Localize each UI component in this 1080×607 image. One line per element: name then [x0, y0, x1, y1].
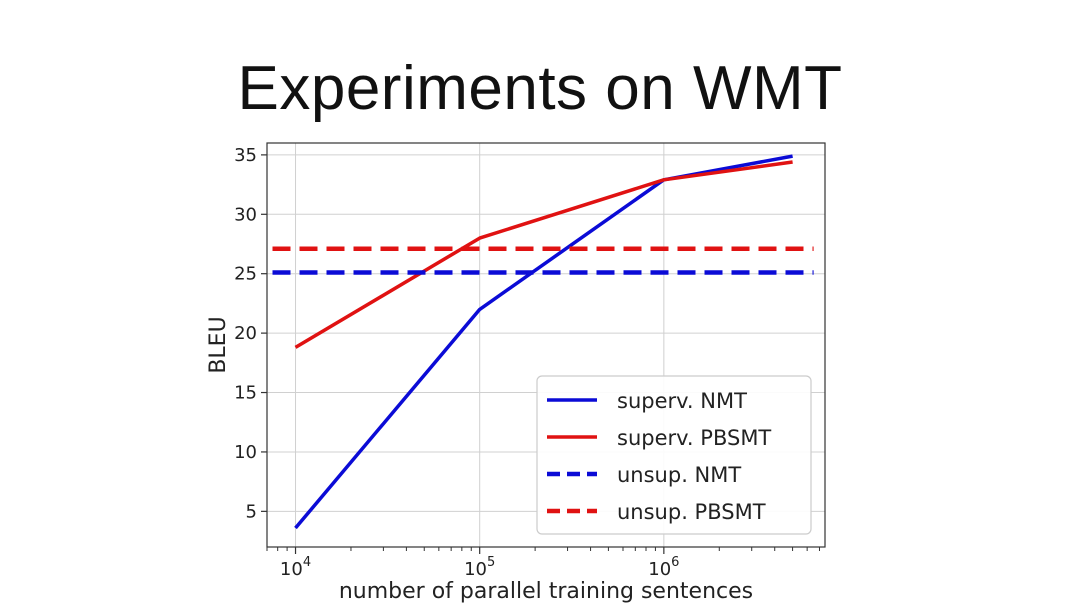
series-line-superv-nmt [294, 154, 793, 530]
y-tick-label: 20 [234, 323, 257, 344]
x-tick-label: 104 [280, 555, 311, 580]
legend-entry-label: superv. PBSMT [617, 426, 771, 450]
y-tick-label: 35 [234, 145, 257, 166]
legend-box [536, 375, 812, 535]
x-tick-exponent: 4 [303, 555, 311, 570]
x-tick-base: 10 [464, 559, 487, 580]
x-tick-exponent: 5 [487, 555, 495, 570]
series-lines [272, 154, 814, 530]
legend: superv. NMT superv. PBSMT unsup. NMT unsup.… [536, 375, 812, 535]
y-tick-label: 25 [234, 264, 257, 285]
x-tick-exponent: 6 [671, 555, 679, 570]
legend-entry-label: superv. NMT [617, 389, 747, 413]
y-tick-label: 5 [246, 501, 257, 522]
legend-entry-label: unsup. NMT [617, 463, 741, 487]
slide-title: Experiments on WMT [237, 54, 843, 123]
x-tick-label: 105 [464, 555, 495, 580]
x-tick-base: 10 [280, 559, 303, 580]
x-tick-label: 106 [648, 555, 679, 580]
x-axis-label: number of parallel training sentences [339, 579, 753, 604]
y-axis-label: BLEU [206, 316, 231, 373]
legend-entry-label: unsup. PBSMT [617, 500, 766, 524]
y-tick-label: 10 [234, 442, 257, 463]
series-line-superv-pbsmt [294, 160, 793, 349]
y-tick-label: 30 [234, 204, 257, 225]
plot-frame [266, 142, 826, 548]
x-tick-base: 10 [648, 559, 671, 580]
y-tick-label: 15 [234, 383, 257, 404]
